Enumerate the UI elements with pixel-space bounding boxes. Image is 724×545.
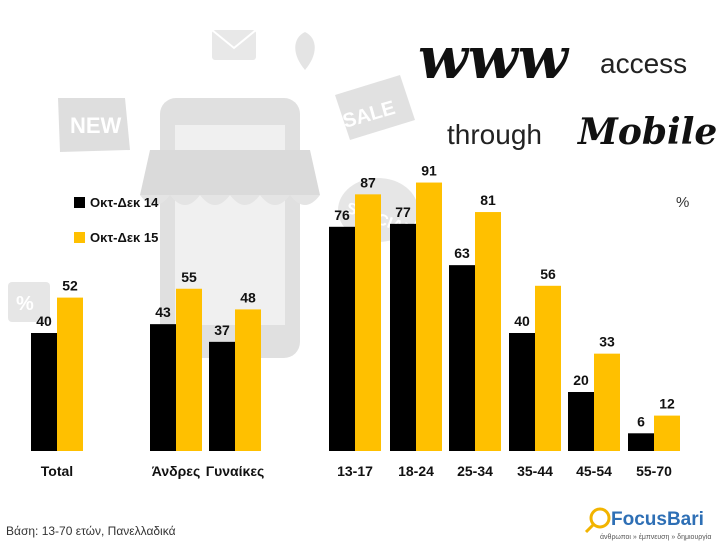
location-pin-icon	[295, 32, 315, 70]
bar-series-1-2	[209, 341, 235, 451]
category-label-6: 35-44	[517, 463, 553, 479]
magnifier-handle	[584, 523, 595, 534]
bar-series-2-4	[416, 182, 442, 452]
bar-series-1-8	[628, 433, 654, 451]
category-label-5: 25-34	[457, 463, 493, 479]
unit-label: %	[676, 194, 689, 211]
category-label-4: 18-24	[398, 463, 434, 479]
sale-tag-shape	[335, 75, 415, 140]
title-access: access	[600, 48, 687, 79]
focusbari-logo: FocusBari άνθρωποι » έμπνευση » δημιουργ…	[584, 507, 711, 541]
legend-swatch-series-1	[74, 197, 85, 208]
bar-series-1-4	[390, 223, 416, 451]
data-label-series-2-3: 87	[360, 174, 376, 190]
bar-series-2-5	[475, 212, 501, 451]
legend-label-series-1: Οκτ-Δεκ 14	[90, 195, 159, 210]
bar-series-1-5	[449, 265, 475, 451]
data-label-series-1-0: 40	[36, 313, 52, 329]
bar-series-2-8	[654, 415, 680, 451]
data-label-series-1-7: 20	[573, 372, 589, 388]
logo-tagline: άνθρωποι » έμπνευση » δημιουργία	[600, 533, 711, 541]
data-label-series-1-3: 76	[334, 207, 350, 223]
title-www: www	[418, 24, 570, 92]
bar-series-2-0	[57, 297, 83, 451]
data-label-series-1-4: 77	[395, 204, 411, 220]
magnifier-icon	[589, 507, 611, 529]
chart-title: www access through Mobile	[418, 24, 717, 153]
bar-series-2-1	[176, 288, 202, 451]
bar-series-1-0	[31, 333, 57, 451]
data-label-series-2-5: 81	[480, 192, 496, 208]
category-label-2: Γυναίκες	[206, 463, 265, 479]
data-label-series-2-2: 48	[240, 289, 256, 305]
data-label-series-2-8: 12	[659, 396, 675, 412]
new-tag-label: NEW	[70, 113, 122, 138]
category-label-group: Total Άνδρες Γυναίκες 13-17 18-24 25-34 35-44 4…	[41, 463, 672, 479]
data-label-series-1-8: 6	[637, 413, 645, 429]
data-label-group: 40 52 43 55 37 48 76 87 77 91 63 81 40 56 20 33 6 12	[36, 163, 675, 430]
bar-series-2-3	[355, 194, 381, 451]
data-label-series-1-6: 40	[514, 313, 530, 329]
bar-series-1-7	[568, 392, 594, 451]
percent-tag-shape	[8, 282, 50, 322]
legend-label-series-2: Οκτ-Δεκ 15	[90, 230, 158, 245]
bar-series-1-6	[509, 333, 535, 451]
data-label-series-2-7: 33	[599, 334, 615, 350]
category-label-1: Άνδρες	[152, 463, 200, 479]
bar-series-1-1	[150, 324, 176, 451]
title-mobile: Mobile	[576, 111, 717, 153]
data-label-series-2-6: 56	[540, 266, 556, 282]
category-label-8: 55-70	[636, 463, 672, 479]
bar-series-2-7	[594, 353, 620, 451]
data-label-series-1-1: 43	[155, 304, 171, 320]
logo-text: FocusBari	[611, 509, 704, 530]
legend-swatch-series-2	[74, 232, 85, 243]
category-label-0: Total	[41, 463, 73, 479]
category-label-3: 13-17	[337, 463, 373, 479]
title-through: through	[447, 119, 542, 150]
awning-scallops	[140, 195, 320, 205]
legend: Οκτ-Δεκ 14 Οκτ-Δεκ 15	[74, 195, 159, 245]
data-label-series-2-1: 55	[181, 269, 197, 285]
percent-tag-label: %	[16, 293, 34, 315]
bar-series-2-6	[535, 285, 561, 451]
bar-group	[31, 182, 680, 452]
bar-series-2-2	[235, 309, 261, 451]
base-note: Βάση: 13-70 ετών, Πανελλαδικά	[6, 524, 176, 538]
data-label-series-2-0: 52	[62, 278, 78, 294]
category-label-7: 45-54	[576, 463, 612, 479]
new-tag-shape	[58, 98, 130, 152]
envelope-icon	[212, 30, 256, 60]
data-label-series-2-4: 91	[421, 163, 437, 179]
envelope-flap	[211, 29, 257, 50]
awning	[140, 150, 320, 195]
data-label-series-1-2: 37	[214, 322, 230, 338]
bar-series-1-3	[329, 226, 355, 451]
data-label-series-1-5: 63	[454, 245, 470, 261]
